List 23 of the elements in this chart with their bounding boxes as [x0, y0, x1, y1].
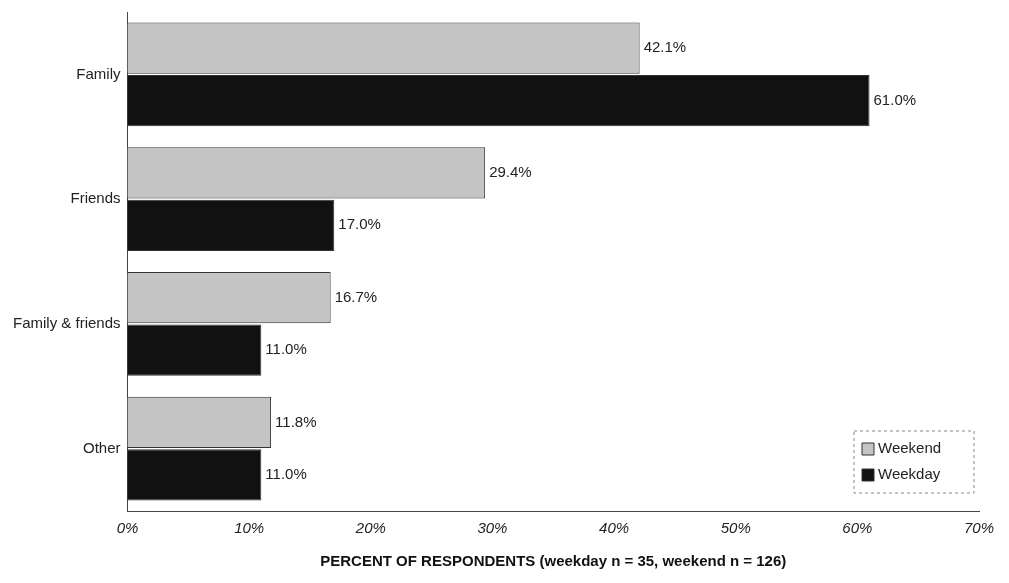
legend-label: Weekday [878, 465, 941, 483]
x-tick-label: 20% [354, 519, 386, 537]
data-label: 11.8% [275, 412, 317, 430]
y-tick-label: Family [76, 64, 122, 82]
data-label: 29.4% [489, 163, 532, 181]
x-tick-label: 10% [234, 519, 265, 537]
x-tick-label: 40% [599, 519, 630, 537]
legend-label: Weekend [878, 439, 942, 457]
x-axis-title: PERCENT OF RESPONDENTS (weekday n = 35, weekend n = 126) [320, 552, 787, 570]
data-label: 16.7% [334, 287, 378, 305]
data-label: 17.0% [338, 215, 381, 233]
x-tick-label: 60% [842, 519, 873, 537]
data-label: 42.1% [643, 38, 687, 56]
y-tick-label: Family & friends [13, 314, 121, 332]
x-tick-label: 30% [477, 519, 508, 537]
y-tick-label: Friends [70, 189, 121, 207]
data-label: 11.0% [265, 464, 307, 482]
x-tick-label: 0% [116, 519, 139, 537]
x-tick-label: 50% [720, 519, 751, 537]
data-label: 11.0% [265, 340, 307, 358]
y-tick-label: Other [83, 438, 121, 456]
data-label: 61.0% [873, 90, 917, 108]
x-tick-label: 70% [963, 519, 995, 537]
